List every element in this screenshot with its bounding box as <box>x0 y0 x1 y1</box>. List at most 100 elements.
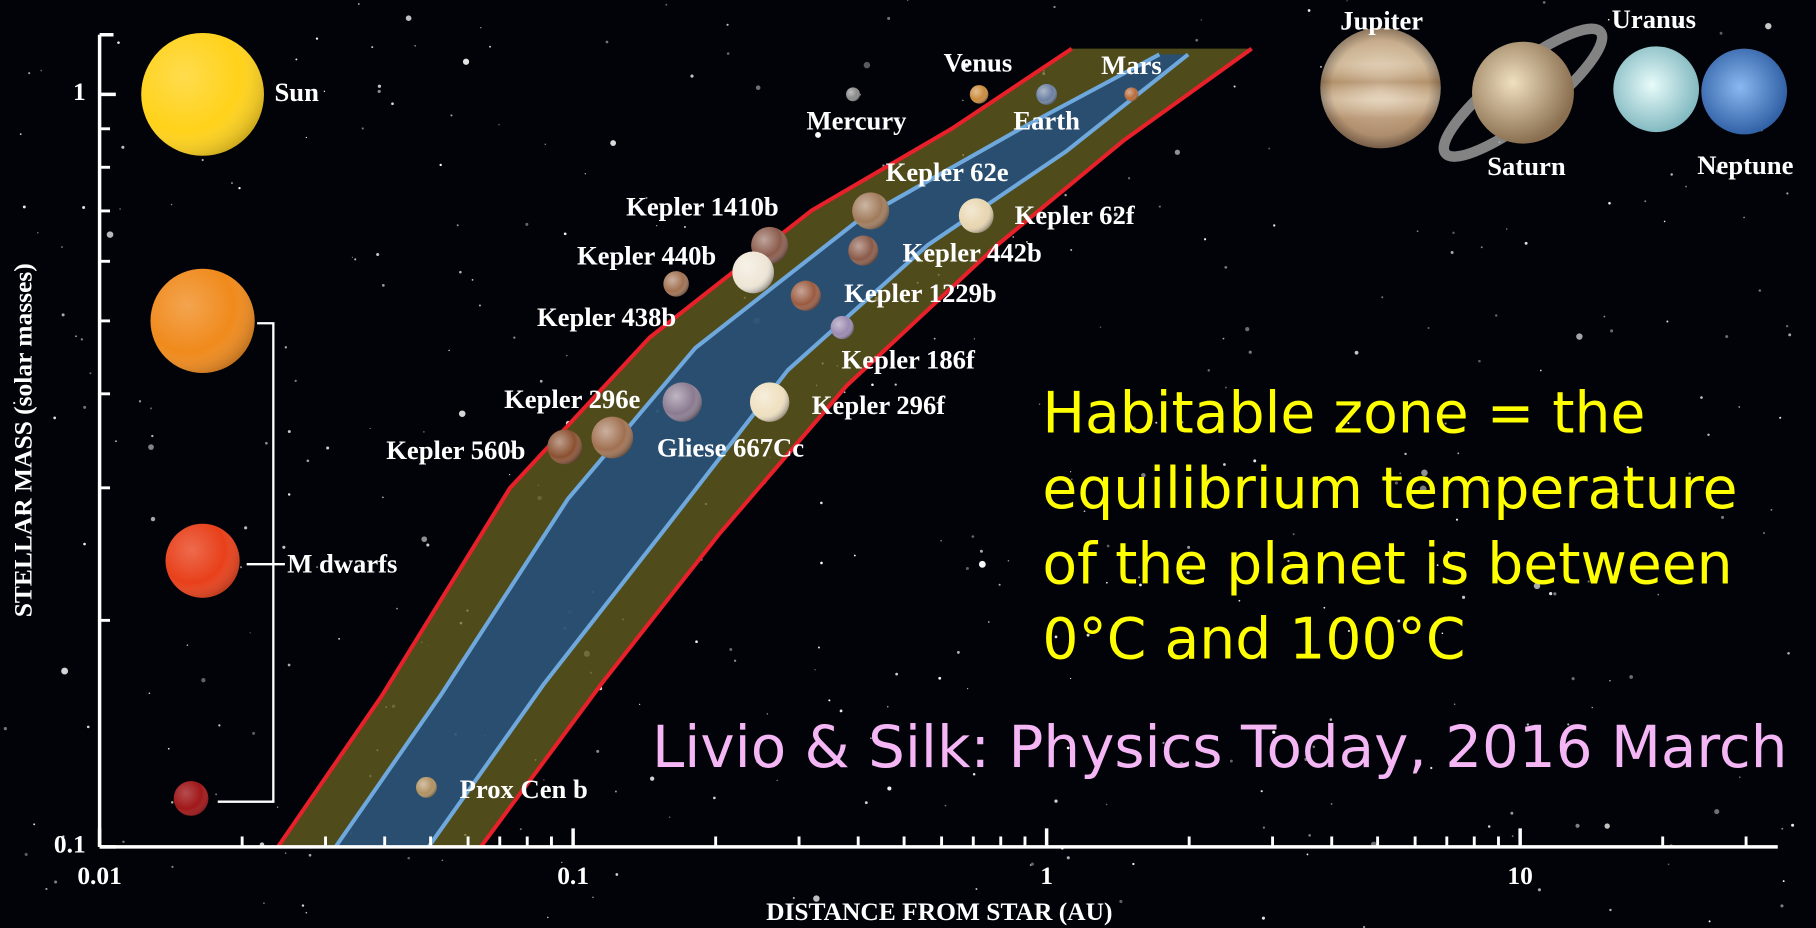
background-star <box>83 406 86 409</box>
planet-label: Kepler 438b <box>537 302 676 332</box>
annotation-line: of the planet is between <box>1042 531 1732 597</box>
background-star <box>1031 862 1034 865</box>
planet-label: Kepler 440b <box>577 241 716 271</box>
saturn-image <box>1472 42 1574 144</box>
background-star <box>1132 863 1134 865</box>
background-star <box>1644 200 1646 202</box>
x-tick-label: 1 <box>1040 861 1053 890</box>
background-star <box>382 284 385 287</box>
background-star <box>288 664 291 667</box>
background-star <box>1234 86 1236 88</box>
jupiter-bands <box>1320 28 1440 148</box>
planet-label: Kepler 442b <box>903 237 1042 267</box>
planet-shade <box>791 281 821 311</box>
background-star <box>1512 835 1514 837</box>
background-star <box>139 400 141 402</box>
background-star <box>238 187 240 189</box>
background-star <box>1506 228 1507 229</box>
background-star <box>1262 917 1265 920</box>
star-shade <box>166 524 240 598</box>
background-star <box>1787 652 1790 655</box>
y-tick-label: 0.1 <box>54 830 86 859</box>
background-star <box>87 726 90 729</box>
planet-label: Kepler 186f <box>842 344 976 374</box>
background-star <box>263 902 265 904</box>
background-star <box>450 114 452 116</box>
background-star <box>592 897 593 898</box>
background-star <box>1609 680 1611 682</box>
background-star <box>966 567 969 570</box>
background-star <box>1457 452 1459 454</box>
background-star <box>1495 314 1497 316</box>
background-star <box>37 232 38 233</box>
background-star <box>999 584 1001 586</box>
background-star <box>25 853 28 856</box>
background-star <box>396 608 398 610</box>
background-star <box>295 380 297 382</box>
background-star <box>585 173 586 174</box>
background-star <box>1709 920 1711 922</box>
background-star <box>938 677 941 680</box>
background-star <box>352 257 353 258</box>
background-star <box>1781 828 1783 830</box>
background-star <box>252 732 255 735</box>
background-star <box>1195 39 1198 42</box>
m-dwarfs-label: M dwarfs <box>287 549 397 579</box>
background-star <box>382 496 384 498</box>
background-star <box>988 621 989 622</box>
background-star <box>1759 289 1761 291</box>
background-star <box>967 688 968 689</box>
background-star <box>407 857 410 860</box>
background-star <box>201 678 205 682</box>
annotation-line: equilibrium temperature <box>1042 456 1737 522</box>
background-star <box>1427 327 1429 329</box>
background-star <box>1070 678 1071 679</box>
background-star <box>566 355 568 357</box>
annotation-line: Habitable zone = the <box>1042 381 1645 447</box>
background-star <box>865 801 868 804</box>
planet-label: Kepler 1410b <box>626 192 779 222</box>
background-star <box>83 543 86 546</box>
background-star <box>895 384 897 386</box>
background-star <box>463 59 469 65</box>
background-star <box>1238 600 1240 602</box>
background-star <box>53 416 56 419</box>
planet-label: Neptune <box>1697 150 1793 180</box>
background-star <box>547 917 548 918</box>
background-star <box>864 62 870 68</box>
background-star <box>218 724 220 726</box>
background-star <box>171 204 173 206</box>
background-star <box>187 644 189 646</box>
background-star <box>149 693 151 695</box>
background-star <box>1666 320 1668 322</box>
background-star <box>82 206 85 209</box>
background-star <box>1008 560 1010 562</box>
background-star <box>818 647 820 649</box>
background-star <box>934 338 936 340</box>
background-star <box>426 543 429 546</box>
background-star <box>285 853 286 854</box>
background-star <box>1543 1 1546 4</box>
background-star <box>115 440 117 442</box>
y-tick-label: 1 <box>73 77 86 106</box>
background-star <box>358 3 360 5</box>
background-star <box>171 866 173 868</box>
background-star <box>615 791 617 793</box>
planet-label: Kepler 62f <box>1015 200 1136 230</box>
planet-shade <box>1124 87 1138 101</box>
background-star <box>316 37 318 39</box>
background-star <box>150 407 152 409</box>
background-star <box>54 881 57 884</box>
background-star <box>639 704 640 705</box>
background-star <box>75 335 77 337</box>
background-star <box>406 15 412 21</box>
background-star <box>1609 909 1611 911</box>
background-star <box>302 904 304 906</box>
annotation-line: 0°C and 100°C <box>1042 607 1465 673</box>
background-star <box>1540 370 1542 372</box>
background-star <box>282 546 285 549</box>
background-star <box>20 133 22 135</box>
background-star <box>820 562 823 565</box>
star-shade <box>150 269 254 373</box>
sun-label: Sun <box>274 77 319 107</box>
